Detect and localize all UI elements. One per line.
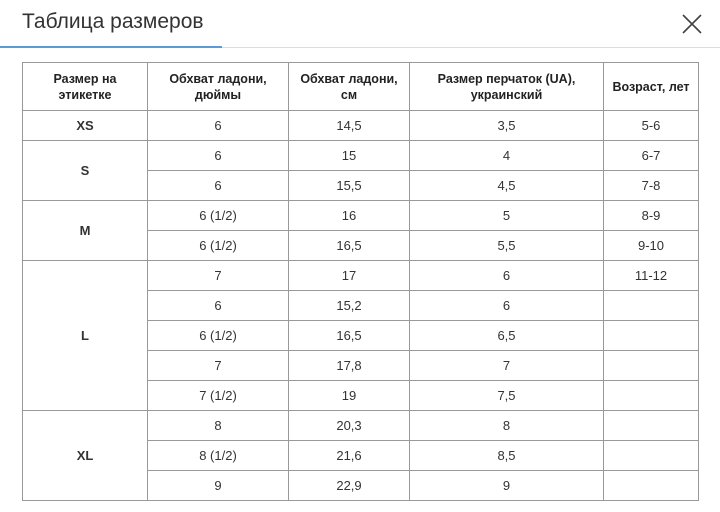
empty-cell	[603, 440, 699, 471]
dialog-title: Таблица размеров	[22, 10, 204, 33]
table-cell: 7	[147, 260, 289, 291]
table-cell: 7	[409, 350, 604, 381]
table-row: 6 15,5 4,5 7-8	[23, 170, 699, 201]
header-row: Размер на этикетке Обхват ладони, дюймы Об…	[22, 62, 699, 111]
table-cell: 8	[409, 410, 604, 441]
table-cell: 5	[409, 200, 604, 231]
table-cell: 14,5	[288, 110, 410, 141]
table-cell: 6	[409, 260, 604, 291]
table-cell: 4	[409, 140, 604, 171]
table-cell: 16,5	[288, 230, 410, 261]
table-row: S 6 15 4 6-7	[22, 140, 699, 201]
table-cell: 6 (1/2)	[147, 320, 289, 351]
table-cell: 8 (1/2)	[147, 440, 289, 471]
table-cell: 6	[147, 290, 289, 321]
table-cell: 20,3	[288, 410, 410, 441]
table-cell: 5-6	[603, 110, 699, 141]
table-cell: 16,5	[288, 320, 410, 351]
column-header: Обхват ладони, см	[288, 62, 410, 111]
table-row: 6 (1/2) 16,5 6,5	[23, 320, 699, 351]
table-cell: 8-9	[603, 200, 699, 231]
table-row: XL 8 20,3 8	[22, 410, 699, 501]
close-icon	[682, 14, 702, 34]
table-row: 6 (1/2) 16,5 5,5 9-10	[23, 230, 699, 261]
table-cell: 15,5	[288, 170, 410, 201]
table-cell: 19	[288, 380, 410, 411]
table-cell: 17	[288, 260, 410, 291]
size-table: Размер на этикетке Обхват ладони, дюймы Об…	[22, 62, 699, 501]
empty-cell	[603, 470, 699, 501]
table-cell: 6-7	[603, 140, 699, 171]
empty-cell	[603, 410, 699, 441]
table-cell: 6	[147, 140, 289, 171]
size-cell: L	[22, 260, 148, 411]
table-cell: 6 (1/2)	[147, 200, 289, 231]
table-row: L 7 17 6 11-12	[22, 260, 699, 411]
table-cell: 6	[147, 170, 289, 201]
table-cell: 6,5	[409, 320, 604, 351]
table-cell: 6 (1/2)	[147, 230, 289, 261]
divider	[0, 47, 720, 48]
table-cell: 17,8	[288, 350, 410, 381]
table-cell: 11-12	[603, 260, 699, 291]
table-cell: 9	[147, 470, 289, 501]
empty-cell	[603, 290, 699, 321]
size-cell: M	[22, 200, 148, 261]
table-cell: 7,5	[409, 380, 604, 411]
table-cell: 3,5	[409, 110, 604, 141]
close-button[interactable]	[680, 12, 704, 36]
table-cell: 16	[288, 200, 410, 231]
table-cell: 6	[409, 290, 604, 321]
table-cell: 22,9	[288, 470, 410, 501]
empty-cell	[603, 320, 699, 351]
table-row: 9 22,9 9	[23, 470, 699, 501]
table-head: Размер на этикетке Обхват ладони, дюймы Об…	[22, 62, 699, 111]
table-body: XS 6 14,5 3,5 5-6 S 6 15 4 6-7 6 15,5 4,5 7-8 M 6 (1/2)…	[22, 110, 699, 501]
column-header: Размер на этикетке	[22, 62, 148, 111]
table-cell: 9-10	[603, 230, 699, 261]
active-tab-underline	[0, 46, 222, 48]
column-header: Возраст, лет	[603, 62, 699, 111]
table-cell: 8,5	[409, 440, 604, 471]
table-cell: 4,5	[409, 170, 604, 201]
empty-cell	[603, 350, 699, 381]
table-cell: 7	[147, 350, 289, 381]
table-cell: 6	[147, 110, 289, 141]
table-cell: 15	[288, 140, 410, 171]
table-cell: 7 (1/2)	[147, 380, 289, 411]
table-row: 6 15,2 6	[23, 290, 699, 321]
table-cell: 8	[147, 410, 289, 441]
table-row: 7 17,8 7	[23, 350, 699, 381]
table-row: XS 6 14,5 3,5 5-6	[22, 110, 699, 141]
empty-cell	[603, 380, 699, 411]
table-cell: 15,2	[288, 290, 410, 321]
size-cell: XS	[22, 110, 148, 141]
table-cell: 21,6	[288, 440, 410, 471]
size-cell: XL	[22, 410, 148, 501]
table-cell: 5,5	[409, 230, 604, 261]
column-header: Размер перчаток (UA), украинский	[409, 62, 604, 111]
table-cell: 9	[409, 470, 604, 501]
table-cell: 7-8	[603, 170, 699, 201]
column-header: Обхват ладони, дюймы	[147, 62, 289, 111]
table-row: 7 (1/2) 19 7,5	[23, 380, 699, 411]
size-cell: S	[22, 140, 148, 201]
